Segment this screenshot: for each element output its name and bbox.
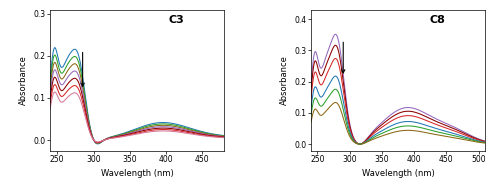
Text: C8: C8 <box>430 15 445 25</box>
X-axis label: Wavelength (nm): Wavelength (nm) <box>100 169 174 178</box>
Y-axis label: Absorbance: Absorbance <box>280 55 289 105</box>
Y-axis label: Absorbance: Absorbance <box>19 55 28 105</box>
Text: C3: C3 <box>168 15 184 25</box>
X-axis label: Wavelength (nm): Wavelength (nm) <box>362 169 434 178</box>
